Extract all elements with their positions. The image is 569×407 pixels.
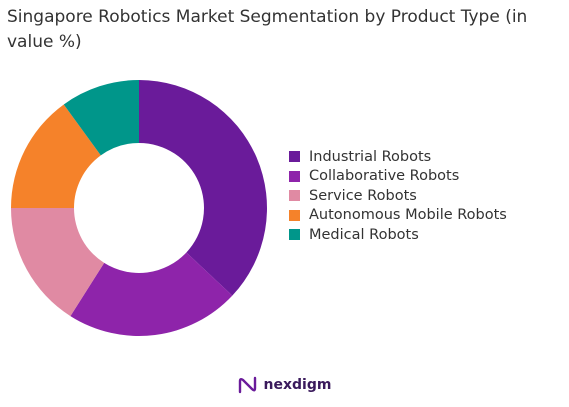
nexdigm-logo-icon <box>238 376 256 394</box>
donut-slice-industrial-robots <box>139 80 267 296</box>
donut-slice-collaborative-robots <box>70 252 233 336</box>
legend-item: Collaborative Robots <box>289 167 507 187</box>
donut-slice-service-robots <box>11 208 105 317</box>
brand-footer: nexdigm <box>0 376 569 394</box>
chart-legend: Industrial Robots Collaborative Robots Ser… <box>289 147 507 245</box>
chart-title: Singapore Robotics Market Segmentation b… <box>7 7 528 52</box>
legend-label: Collaborative Robots <box>309 168 460 185</box>
legend-label: Medical Robots <box>309 226 419 243</box>
legend-label: Autonomous Mobile Robots <box>309 207 507 224</box>
legend-label: Industrial Robots <box>309 148 432 165</box>
donut-slice-autonomous-mobile-robots <box>11 104 101 208</box>
legend-item: Industrial Robots <box>289 147 507 167</box>
legend-swatch <box>289 209 300 221</box>
legend-item: Service Robots <box>289 186 507 206</box>
legend-swatch <box>289 151 300 163</box>
legend-swatch <box>289 170 300 182</box>
legend-swatch <box>289 190 300 202</box>
legend-label: Service Robots <box>309 187 417 204</box>
brand-name: nexdigm <box>263 377 332 393</box>
legend-swatch <box>289 229 300 241</box>
legend-item: Medical Robots <box>289 225 507 245</box>
donut-slice-medical-robots <box>63 80 139 156</box>
legend-item: Autonomous Mobile Robots <box>289 206 507 226</box>
